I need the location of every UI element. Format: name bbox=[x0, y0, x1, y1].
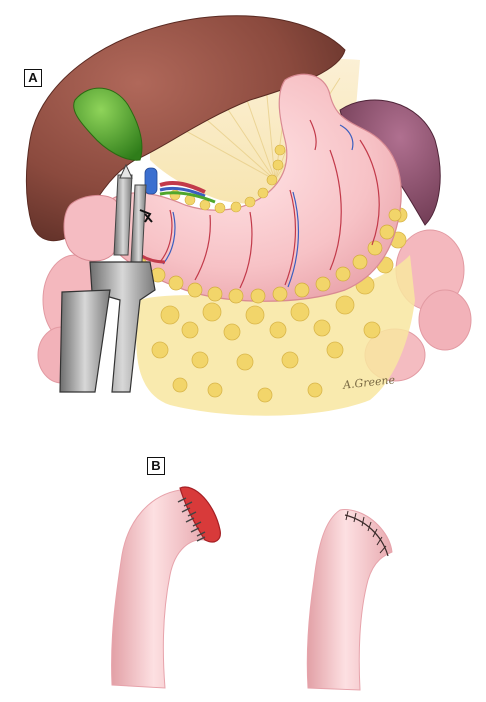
gallbladder bbox=[73, 87, 143, 161]
omentum-fat-lobules bbox=[151, 207, 408, 403]
panel-label-a: A bbox=[24, 69, 42, 87]
lesser-curvature-fat bbox=[169, 144, 286, 214]
panel-b-illustration bbox=[111, 486, 393, 691]
bowel-stump-cut-edge bbox=[179, 486, 221, 543]
suture-stitches bbox=[345, 510, 387, 554]
liver bbox=[26, 15, 346, 242]
suture-line bbox=[344, 514, 389, 557]
gastric-vessels bbox=[159, 119, 380, 289]
duodenum bbox=[63, 194, 123, 262]
panel-label-b: B bbox=[147, 457, 165, 475]
stapler-instrument bbox=[59, 163, 156, 393]
bowel-stump-open bbox=[111, 489, 206, 689]
staple-rows bbox=[177, 497, 206, 542]
panel-a-illustration bbox=[26, 15, 472, 416]
bowel-stump-sutured bbox=[306, 509, 393, 691]
greater-curvature-fat bbox=[132, 208, 402, 304]
